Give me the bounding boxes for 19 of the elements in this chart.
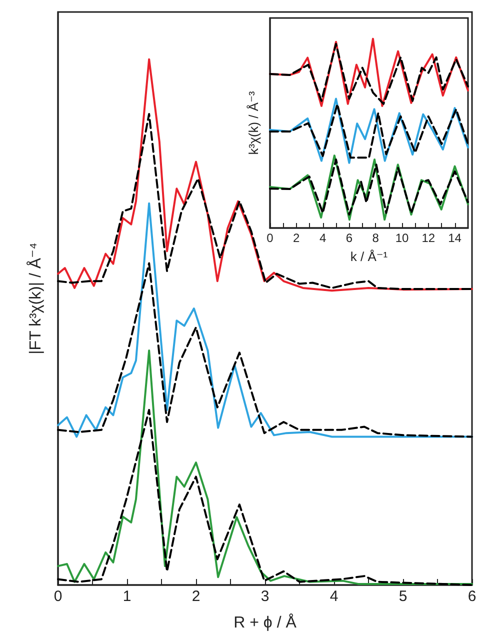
x-axis-title: k / Å⁻¹ [350,249,388,264]
x-tick-label: 2 [293,231,300,245]
x-tick-label: 12 [422,231,436,245]
x-tick-label: 0 [54,588,62,605]
x-tick-label: 14 [448,231,462,245]
x-tick-label: 4 [330,588,338,605]
x-tick-label: 5 [398,588,408,605]
x-tick-label: 0 [266,231,274,245]
x-tick-label: 2 [192,588,200,605]
y-axis-title: k³χ(k) / Å⁻³ [246,90,261,155]
x-tick-label: 4 [319,231,326,245]
x-tick-label: 8 [372,231,380,245]
x-axis-title: R + ϕ / Å [234,614,297,632]
x-tick-label: 1 [122,588,132,605]
y-axis-title: |FT k³χ(k)| / Å⁻⁴ [26,242,44,354]
x-tick-label: 10 [395,231,409,245]
x-tick-label: 6 [468,588,476,605]
x-tick-label: 3 [260,588,270,605]
x-tick-label: 6 [346,231,353,245]
